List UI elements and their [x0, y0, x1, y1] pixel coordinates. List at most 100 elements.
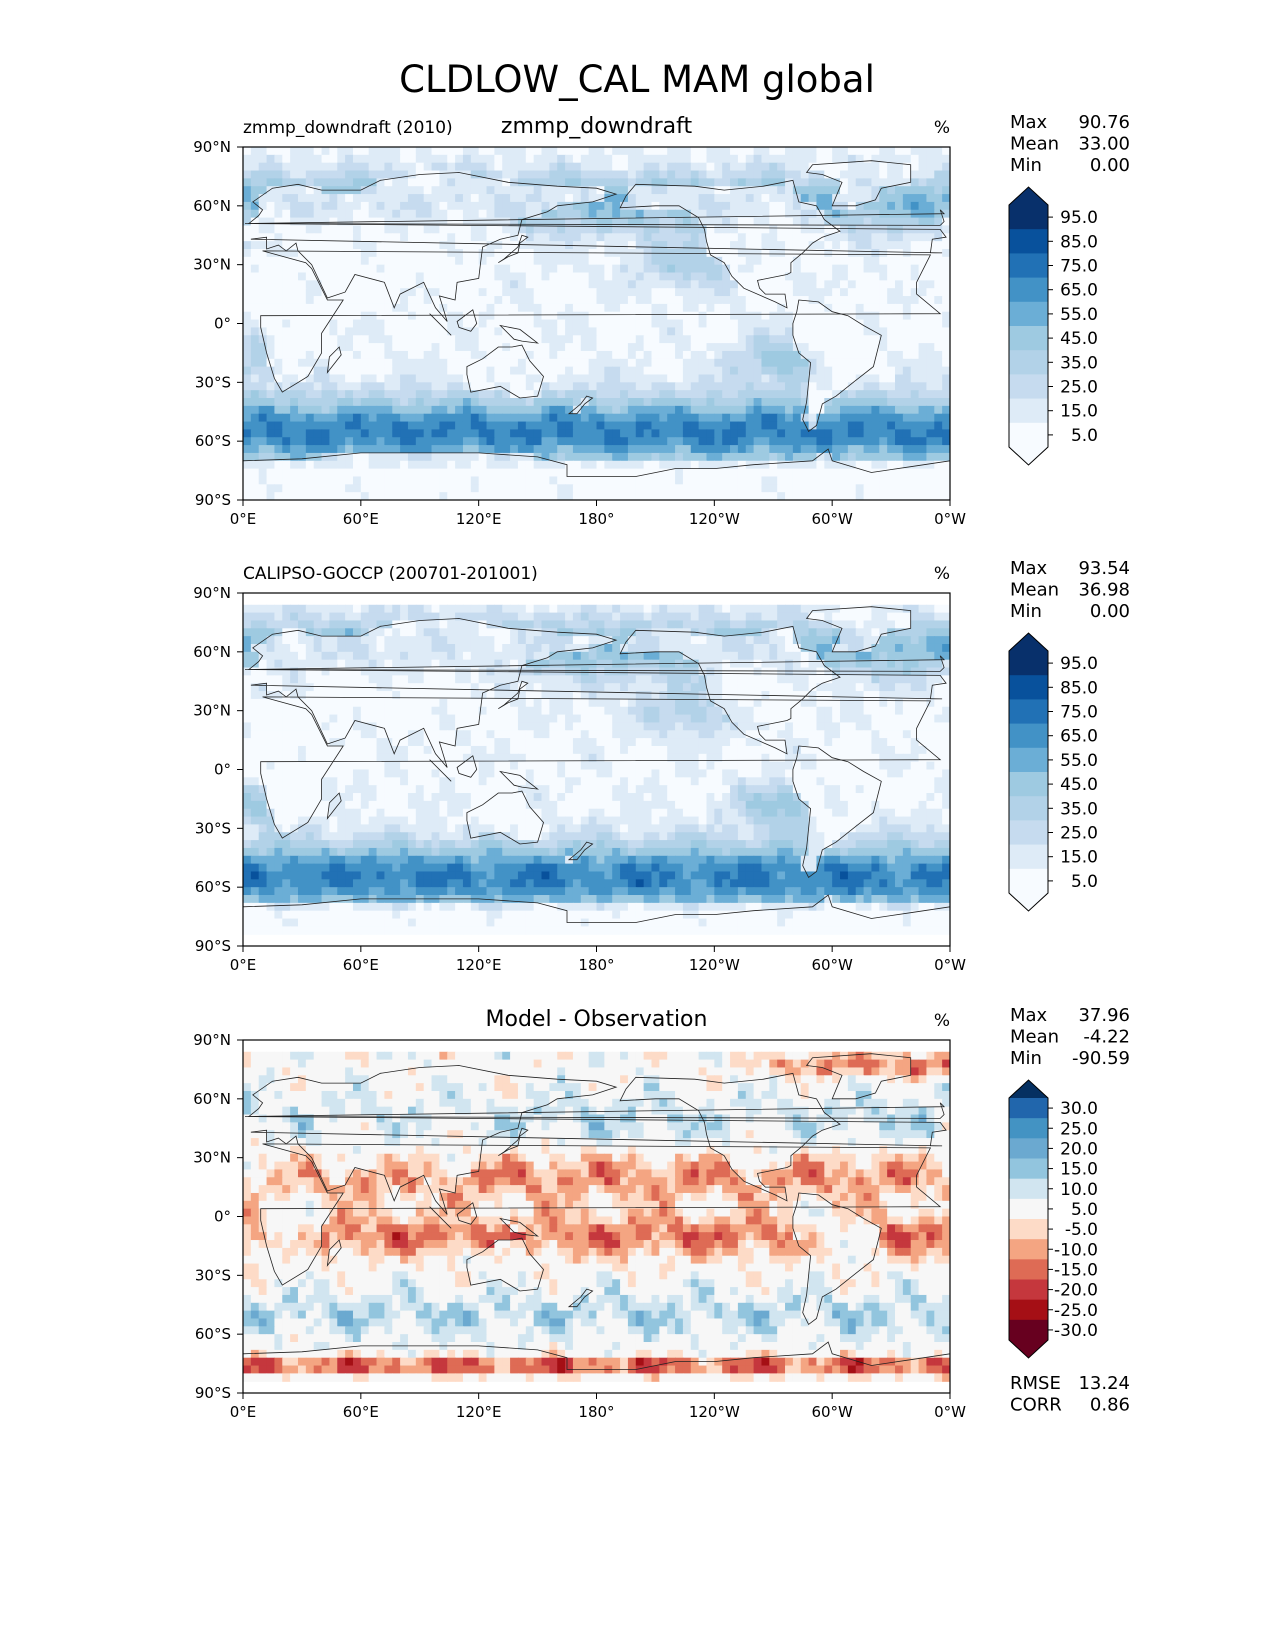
y-tick-label: 30°S: [195, 373, 231, 391]
colorbar-level-label: 85.0: [1060, 232, 1098, 252]
colorbar-extend-top: [1009, 1080, 1048, 1098]
stat-label: Min: [1010, 601, 1042, 622]
colorbar-level-label: 65.0: [1060, 727, 1098, 747]
x-tick-label: 60°E: [343, 1403, 379, 1421]
colorbar-level-label: 30.0: [1060, 1099, 1098, 1119]
colorbar-segment: [1009, 277, 1048, 303]
coastline-5: [805, 1053, 912, 1100]
y-tick-label: 60°S: [195, 432, 231, 450]
y-tick-label: 30°N: [193, 256, 231, 274]
colorbar-segment: [1009, 205, 1048, 230]
colorbar-level-label: 95.0: [1060, 654, 1098, 674]
x-tick-label: 60°W: [811, 1403, 853, 1421]
stat-label: Max: [1010, 112, 1048, 133]
coastline-3: [619, 1072, 841, 1202]
colorbar-segment: [1009, 868, 1048, 894]
coastline-4: [792, 1192, 882, 1326]
y-tick-label: 0°: [214, 315, 231, 333]
colorbar-segment: [1009, 1279, 1048, 1301]
coastline-8: [498, 680, 529, 710]
colorbar-level-label: -30.0: [1054, 1321, 1098, 1341]
colorbar-level-label: 45.0: [1060, 775, 1098, 795]
y-tick-label: 60°S: [195, 878, 231, 896]
stat-label: Max: [1010, 1005, 1048, 1026]
stat-value: -4.22: [1083, 1027, 1130, 1048]
x-tick-label: 120°E: [456, 510, 502, 528]
panel-units: %: [934, 1011, 950, 1031]
colorbar-segment: [1009, 253, 1048, 279]
map-field: [0, 147, 950, 500]
coastline-1: [247, 618, 947, 768]
coastline-7: [244, 209, 946, 226]
stat-value: 33.00: [1078, 134, 1130, 155]
colorbar-segment: [1009, 1239, 1048, 1260]
x-tick-label: 120°W: [689, 956, 740, 974]
y-axis: 90°N 60°N 30°N 0° 30°S 60°S 90°S: [193, 584, 243, 955]
y-tick-label: 0°: [214, 1208, 231, 1226]
colorbar-segment: [1009, 844, 1048, 870]
coastline-9: [429, 759, 452, 782]
colorbar-level-label: 75.0: [1060, 703, 1098, 723]
stat-value: 0.00: [1090, 155, 1130, 176]
stat-value: 93.54: [1078, 558, 1130, 579]
y-axis: 90°N 60°N 30°N 0° 30°S 60°S 90°S: [193, 1031, 243, 1402]
colorbar-segment: [1009, 675, 1048, 700]
y-tick-label: 60°N: [193, 643, 231, 661]
colorbar-outline: [1008, 1079, 1049, 1359]
coastline-wrap-1: [0, 1066, 239, 1215]
coastline-9: [429, 1206, 452, 1229]
coastline-9: [429, 313, 452, 336]
colorbar-segment: [1009, 229, 1048, 254]
coastline-wrap-3: [0, 1073, 133, 1201]
colorbar-level-label: 95.0: [1060, 208, 1098, 228]
y-tick-label: 30°N: [193, 1149, 231, 1167]
colorbar-level-label: 5.0: [1071, 1200, 1098, 1220]
colorbar-level-label: 15.0: [1060, 1160, 1098, 1180]
stats-block: Max 37.96 Mean -4.22 Min -90.59: [1010, 1005, 1130, 1069]
x-tick-label: 120°E: [456, 1403, 502, 1421]
x-axis: 0°E 60°E 120°E 180° 120°W 60°W 0°W: [230, 500, 966, 528]
stats-block: Max 93.54 Mean 36.98 Min 0.00: [1010, 558, 1130, 622]
x-tick-label: 0°E: [230, 1403, 257, 1421]
colorbar-level-label: 5.0: [1071, 426, 1098, 446]
y-tick-label: 60°N: [193, 1090, 231, 1108]
coastline-1: [247, 1065, 947, 1215]
y-tick-label: 30°N: [193, 702, 231, 720]
colorbar-level-label: 55.0: [1060, 751, 1098, 771]
coastline-2: [466, 1237, 544, 1292]
coastline-wrap-3: [0, 626, 133, 754]
coastline-10: [456, 1202, 478, 1225]
metric-label: RMSE: [1010, 1373, 1061, 1394]
colorbar-level-label: 25.0: [1060, 378, 1098, 398]
y-tick-label: 90°S: [195, 491, 231, 509]
colorbar-level-label: 45.0: [1060, 329, 1098, 349]
stat-value: 0.00: [1090, 601, 1130, 622]
colorbar-level-label: -20.0: [1054, 1281, 1098, 1301]
coastline-1: [247, 172, 947, 322]
figure-title: CLDLOW_CAL MAM global: [399, 58, 875, 101]
coastline-5: [805, 606, 912, 653]
colorbar-extend-bottom: [1009, 447, 1048, 465]
colorbar-segment: [1009, 1118, 1048, 1139]
coastline-0: [260, 696, 942, 839]
colorbar: 30.025.020.015.010.05.0-5.0-10.0-15.0-20…: [1008, 1079, 1098, 1359]
y-tick-label: 90°N: [193, 138, 231, 156]
colorbar-level-label: -15.0: [1054, 1260, 1098, 1280]
stat-label: Mean: [1010, 1027, 1059, 1048]
coastline-wrap-4: [86, 746, 174, 877]
colorbar-level-label: 65.0: [1060, 281, 1098, 301]
stat-value: -90.59: [1072, 1048, 1130, 1069]
y-tick-label: 90°N: [193, 584, 231, 602]
colorbar-segment: [1009, 1299, 1048, 1321]
y-axis: 90°N 60°N 30°N 0° 30°S 60°S 90°S: [193, 138, 243, 509]
coastline-10: [456, 309, 478, 332]
colorbar-segment: [1009, 820, 1048, 846]
panel-units: %: [934, 564, 950, 584]
colorbar-level-label: 15.0: [1060, 848, 1098, 868]
coastline-wrap-5: [100, 607, 204, 652]
x-tick-label: 120°E: [456, 956, 502, 974]
colorbar: 95.0 85.0 75.0 65.0 55.0 45.0 35.0 25.0 15.0 5.0: [1008, 632, 1098, 912]
coastline-wrap-3: [0, 180, 133, 307]
colorbar-segment: [1009, 326, 1048, 351]
coastline-7: [244, 1102, 946, 1119]
